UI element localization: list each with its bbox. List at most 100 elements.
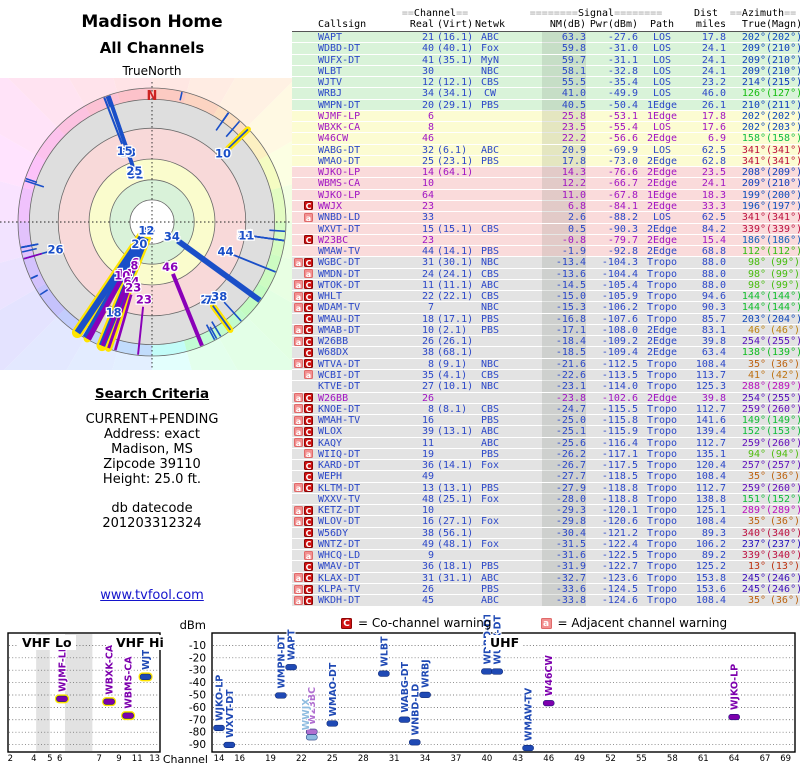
table-row: a WHCQ-LD 9 -31.6 -122.5 Tropo 89.2 339° (340°)	[292, 550, 800, 562]
cell-virt: (40.1)	[437, 43, 474, 55]
cell-callsign: W26BB	[318, 336, 349, 348]
table-row: WBXK-CA 8 23.5 -55.4 LOS 17.6 202° (203°)	[292, 122, 800, 134]
warning-markers: C	[292, 471, 316, 482]
search-zipcode: Zipcode 39110	[103, 457, 201, 472]
adjacent-channel-warning-icon: a	[294, 595, 303, 606]
uhf-channel-tick: 69	[780, 754, 791, 764]
cell-miles: 108.4	[695, 595, 726, 607]
warning-markers: C	[292, 561, 316, 572]
table-row: a C WDAM-TV 7 NBC -15.3 -106.2 Tropo 90.3 144° (14…	[292, 302, 800, 314]
north-marker: N	[147, 89, 158, 104]
cell-magn: (203°)	[766, 122, 800, 134]
cell-callsign: WGBC-DT	[318, 257, 361, 269]
cell-callsign: WABG-DT	[318, 144, 361, 156]
cell-pwr: -107.6	[601, 313, 638, 325]
cell-magn: (42°)	[769, 369, 800, 381]
cell-magn: (202°)	[766, 110, 800, 122]
uhf-channel-tick: 46	[543, 754, 554, 764]
cell-real: 39	[421, 426, 434, 438]
cell-netwk: CBS	[480, 268, 500, 280]
cell-true: 98°	[747, 279, 766, 291]
cell-netwk: Fox	[480, 460, 500, 472]
cell-callsign: WNTZ-DT	[318, 538, 361, 550]
cell-real: 18	[421, 313, 434, 325]
cell-netwk: NBC	[480, 65, 500, 77]
co-channel-warning-icon: C	[304, 393, 313, 403]
cell-virt: (16.1)	[437, 32, 474, 43]
cell-netwk: ABC	[480, 279, 500, 291]
cell-nm: -31.6	[506, 550, 586, 562]
cell-magn: (202°)	[766, 32, 800, 43]
cell-real: 27	[421, 381, 434, 393]
cell-miles: 15.4	[701, 234, 726, 246]
cell-callsign: WBXK-CA	[318, 122, 361, 134]
cell-nm: -33.8	[506, 595, 586, 607]
cell-pwr: -90.3	[607, 223, 638, 235]
table-row: WAPT 21 (16.1) ABC 63.3 -27.6 LOS 17.8 202° (202°…	[292, 32, 800, 44]
adjacent-channel-warning-icon: a	[294, 426, 303, 437]
spoke-channel-label: 7	[205, 293, 213, 307]
cell-callsign: WHLT	[318, 291, 343, 303]
cell-magn: (149°)	[766, 415, 800, 427]
adjacent-channel-warning-icon: a	[304, 550, 313, 561]
spoke-channel-label: 30	[139, 224, 155, 238]
co-channel-warning-icon: C	[304, 539, 313, 550]
tvfool-link[interactable]: www.tvfool.com	[100, 588, 204, 603]
warning-markers: a	[292, 269, 316, 280]
cell-path: Tropo	[646, 381, 678, 393]
spoke-channel-label: 6	[132, 256, 140, 270]
cell-nm: -0.8	[506, 234, 586, 246]
cell-nm: 20.9	[506, 144, 586, 156]
table-row: C WNTZ-DT 49 (48.1) Fox -31.5 -122.4 Tropo 106.2…	[292, 538, 800, 551]
cell-path: Tropo	[646, 268, 678, 280]
signal-bar	[378, 670, 390, 677]
cell-miles: 33.3	[701, 200, 726, 212]
radar-spoke	[211, 321, 222, 337]
cell-nm: -15.3	[506, 302, 586, 314]
spoke-channel-label: 24	[237, 228, 253, 242]
cell-virt: (2.1)	[437, 324, 468, 336]
cell-callsign: W56DY	[318, 527, 349, 539]
cell-path: Tropo	[646, 403, 678, 415]
cell-netwk: Fox	[480, 538, 500, 550]
cell-callsign: WMDN-DT	[318, 268, 361, 280]
cell-miles: 138.8	[695, 493, 726, 505]
cell-callsign: WHCQ-LD	[318, 550, 361, 562]
cell-true: 98°	[747, 257, 766, 269]
cell-virt: (25.1)	[437, 493, 474, 505]
cell-pwr: -118.5	[601, 471, 638, 483]
uhf-channel-tick: 58	[667, 754, 678, 764]
cell-nm: -27.7	[506, 471, 586, 483]
cell-path: Tropo	[646, 561, 678, 573]
cell-miles: 153.8	[695, 572, 726, 584]
cell-nm: -14.5	[506, 279, 586, 291]
cell-true: 209°	[741, 54, 766, 66]
radar-spoke	[20, 244, 35, 249]
cell-pwr: -31.1	[607, 54, 638, 66]
cell-netwk: Fox	[480, 493, 500, 505]
table-row: W46CW 46 22.2 -56.6 2Edge 6.9 158° (158°)	[292, 133, 800, 145]
col-path: Path	[649, 19, 675, 30]
cell-magn: (200°)	[766, 189, 800, 201]
spoke-channel-label: 22	[200, 293, 216, 307]
cell-path: 2Edge	[646, 178, 678, 190]
cell-callsign: WIIQ-DT	[318, 448, 361, 460]
signal-bar-chart: -10 -20 -30 -40 -50 -60 -70 -80 -90 2 4 5 6 7 9 11 13 14 1…	[0, 615, 800, 768]
cell-virt: (14.1)	[437, 460, 474, 472]
cell-pwr: -115.9	[601, 426, 638, 438]
vhf-channel-tick: 4	[31, 754, 36, 764]
cell-virt: (27.1)	[437, 516, 474, 528]
co-channel-warning-icon: C	[304, 415, 313, 426]
cell-path: LOS	[652, 88, 672, 100]
co-channel-warning-icon: C	[304, 584, 313, 595]
co-channel-warning-icon: C	[304, 257, 313, 268]
cell-path: 2Edge	[646, 223, 678, 235]
cell-pwr: -124.6	[601, 595, 638, 607]
cell-path: LOS	[652, 43, 672, 55]
table-row: WJKO-LP 64 11.0 -67.8 1Edge 18.3 199° (200°)	[292, 189, 800, 201]
